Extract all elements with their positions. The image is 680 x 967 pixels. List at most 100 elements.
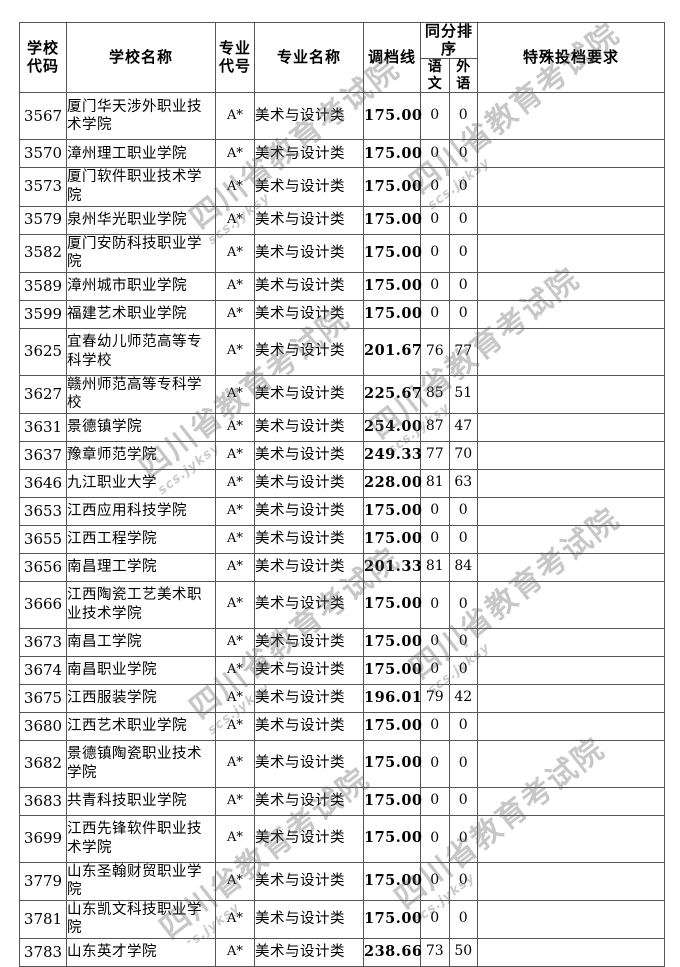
table-row: 3582 厦门安防科技职业学院 A* 美术与设计类 175.00 0 0 [19, 233, 665, 273]
cell-major-code: A* [215, 374, 255, 414]
cell-school-code: 3682 [19, 739, 67, 788]
cell-school-name: 赣州师范高等专科学校 [66, 374, 216, 414]
header-major-code-line2: 代号 [218, 56, 251, 75]
cell-tie-break-foreign: 0 [448, 299, 478, 329]
cell-tie-break-foreign: 0 [448, 711, 478, 741]
cell-admission-line: 175.00 [363, 814, 422, 863]
cell-major-code: A* [215, 655, 255, 685]
cell-tie-break-chinese: 0 [420, 92, 450, 141]
cell-tie-break-foreign: 0 [448, 861, 478, 901]
cell-major-name: 美术与设计类 [254, 552, 364, 582]
cell-school-name: 景德镇学院 [66, 412, 216, 442]
cell-admission-line: 175.00 [363, 739, 422, 788]
cell-major-code: A* [215, 814, 255, 863]
cell-major-name: 美术与设计类 [254, 580, 364, 629]
table-row: 3646 九江职业大学 A* 美术与设计类 228.00 81 63 [19, 468, 665, 498]
cell-tie-break-chinese: 0 [420, 655, 450, 685]
cell-school-code: 3579 [19, 205, 67, 235]
cell-major-code: A* [215, 167, 255, 207]
cell-major-code: A* [215, 271, 255, 301]
cell-special-requirement [477, 468, 665, 498]
cell-school-code: 3675 [19, 683, 67, 713]
cell-major-code: A* [215, 552, 255, 582]
cell-tie-break-foreign: 0 [448, 814, 478, 863]
cell-school-code: 3779 [19, 861, 67, 901]
cell-tie-break-chinese: 0 [420, 580, 450, 629]
cell-special-requirement [477, 139, 665, 169]
cell-major-name: 美术与设计类 [254, 205, 364, 235]
cell-admission-line: 175.00 [363, 496, 422, 526]
cell-admission-line: 175.00 [363, 861, 422, 901]
cell-admission-line: 175.00 [363, 899, 422, 939]
cell-school-name: 南昌工学院 [66, 627, 216, 657]
header-admission-line: 调档线 [363, 21, 421, 94]
cell-admission-line: 249.33 [363, 440, 422, 470]
header-tie-break-group: 同分排序 [420, 21, 478, 60]
cell-tie-break-chinese: 0 [420, 167, 450, 207]
cell-major-name: 美术与设计类 [254, 468, 364, 498]
cell-tie-break-foreign: 0 [448, 92, 478, 141]
cell-tie-break-foreign: 0 [448, 205, 478, 235]
cell-tie-break-foreign: 51 [448, 374, 478, 414]
cell-school-name: 厦门华天涉外职业技术学院 [66, 92, 216, 141]
cell-tie-break-chinese: 81 [420, 552, 450, 582]
page-root: 四川省教育考试院 scs.jyksy 四川省教育考试院 scs.jyksy 四川省教育考… [19, 16, 665, 967]
cell-tie-break-chinese: 0 [420, 496, 450, 526]
cell-special-requirement [477, 786, 665, 816]
cell-major-code: A* [215, 440, 255, 470]
cell-admission-line: 228.00 [363, 468, 422, 498]
cell-school-name: 江西陶瓷工艺美术职业技术学院 [66, 580, 216, 629]
cell-tie-break-chinese: 0 [420, 524, 450, 554]
cell-tie-break-chinese: 76 [420, 327, 450, 376]
cell-tie-break-foreign: 0 [448, 739, 478, 788]
cell-school-code: 3573 [19, 167, 67, 207]
cell-school-code: 3646 [19, 468, 67, 498]
cell-school-name: 南昌职业学院 [66, 655, 216, 685]
cell-major-name: 美术与设计类 [254, 299, 364, 329]
cell-special-requirement [477, 167, 665, 207]
cell-admission-line: 175.00 [363, 580, 422, 629]
cell-major-name: 美术与设计类 [254, 139, 364, 169]
cell-tie-break-chinese: 0 [420, 861, 450, 901]
cell-admission-line: 254.00 [363, 412, 422, 442]
cell-major-code: A* [215, 786, 255, 816]
cell-tie-break-foreign: 0 [448, 786, 478, 816]
cell-school-name: 江西先锋软件职业技术学院 [66, 814, 216, 863]
cell-school-name: 共青科技职业学院 [66, 786, 216, 816]
cell-major-name: 美术与设计类 [254, 739, 364, 788]
table-row: 3674 南昌职业学院 A* 美术与设计类 175.00 0 0 [19, 655, 665, 685]
cell-school-name: 南昌理工学院 [66, 552, 216, 582]
cell-tie-break-chinese: 85 [420, 374, 450, 414]
cell-admission-line: 175.00 [363, 299, 422, 329]
cell-school-name: 江西工程学院 [66, 524, 216, 554]
cell-major-name: 美术与设计类 [254, 92, 364, 141]
cell-tie-break-chinese: 77 [420, 440, 450, 470]
table-row: 3589 漳州城市职业学院 A* 美术与设计类 175.00 0 0 [19, 271, 665, 301]
cell-major-name: 美术与设计类 [254, 496, 364, 526]
table-row: 3781 山东凯文科技职业学院 A* 美术与设计类 175.00 0 0 [19, 899, 665, 939]
cell-admission-line: 175.00 [363, 627, 422, 657]
cell-admission-line: 201.67 [363, 327, 422, 376]
header-school-code-line1: 学校 [26, 39, 59, 58]
cell-tie-break-foreign: 0 [448, 899, 478, 939]
cell-special-requirement [477, 271, 665, 301]
cell-special-requirement [477, 552, 665, 582]
cell-major-name: 美术与设计类 [254, 861, 364, 901]
cell-major-name: 美术与设计类 [254, 440, 364, 470]
cell-school-code: 3674 [19, 655, 67, 685]
header-tie-break-chinese: 语文 [420, 58, 450, 94]
cell-admission-line: 175.00 [363, 786, 422, 816]
cell-tie-break-foreign: 0 [448, 627, 478, 657]
table-row: 3579 泉州华光职业学院 A* 美术与设计类 175.00 0 0 [19, 205, 665, 235]
cell-tie-break-chinese: 87 [420, 412, 450, 442]
cell-school-code: 3625 [19, 327, 67, 376]
cell-tie-break-chinese: 0 [420, 299, 450, 329]
cell-major-code: A* [215, 299, 255, 329]
table-row: 3680 江西艺术职业学院 A* 美术与设计类 175.00 0 0 [19, 711, 665, 741]
cell-special-requirement [477, 299, 665, 329]
cell-special-requirement [477, 412, 665, 442]
cell-school-code: 3655 [19, 524, 67, 554]
cell-school-code: 3781 [19, 899, 67, 939]
cell-tie-break-chinese: 0 [420, 233, 450, 273]
cell-special-requirement [477, 440, 665, 470]
